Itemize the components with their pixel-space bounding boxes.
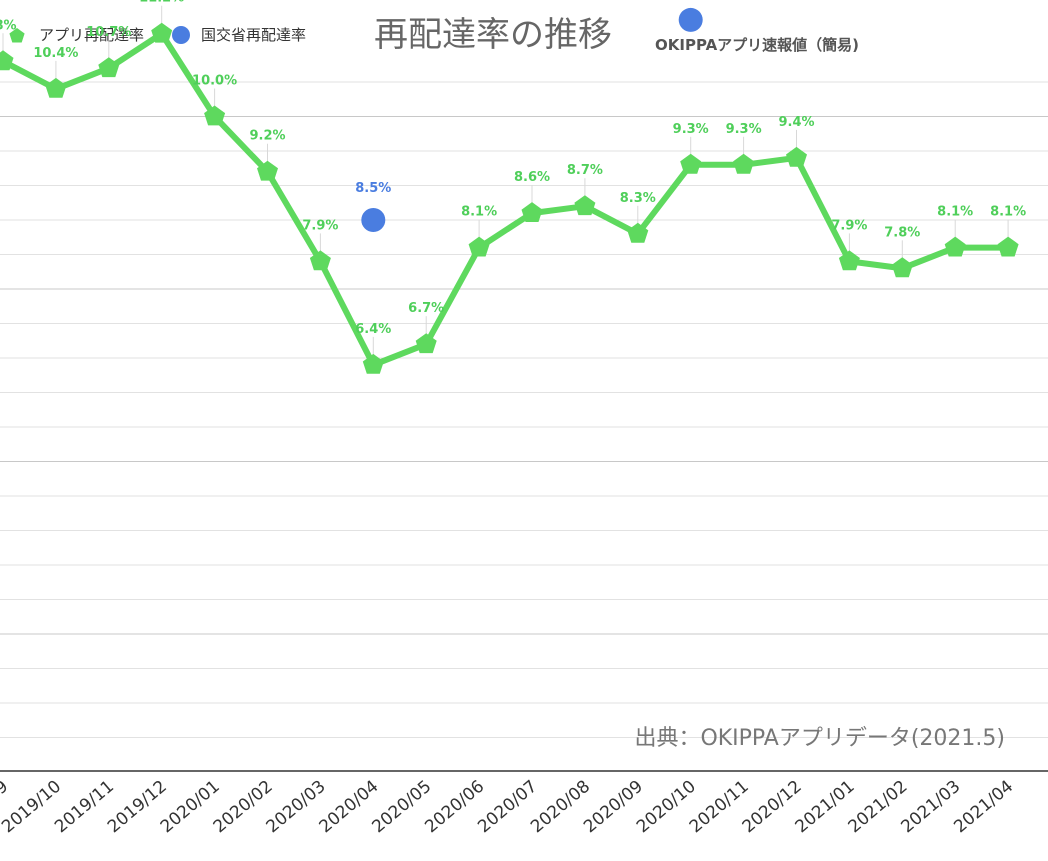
data-point-pentagon	[0, 50, 14, 71]
data-label: 10.4%	[33, 46, 78, 61]
x-tick-label: 9	[0, 777, 12, 799]
x-tick-label: 2021/04	[950, 777, 1017, 838]
data-label: 10.0%	[192, 74, 237, 89]
data-point-pentagon	[733, 153, 755, 174]
data-point-pentagon	[309, 250, 331, 271]
data-label: 6.4%	[355, 322, 391, 337]
data-point-pentagon	[415, 333, 437, 354]
chart-title: 再配達率の推移	[374, 15, 612, 55]
data-point-pentagon	[838, 250, 860, 271]
data-point-pentagon	[45, 77, 67, 98]
data-label: 9.3%	[726, 122, 762, 137]
data-label: 9.4%	[778, 115, 814, 130]
data-point-pentagon	[151, 22, 173, 43]
data-label: 8.5%	[355, 181, 391, 196]
data-label: .8%	[0, 18, 17, 33]
series-mlit-redelivery: 15.0%8.5%11.4%	[355, 7, 703, 232]
legend-pentagon-icon	[9, 28, 25, 43]
series-line-path	[1, 30, 1009, 368]
grid-lines	[0, 81, 1048, 738]
data-point-pentagon	[680, 153, 702, 174]
data-point-pentagon	[944, 236, 966, 257]
data-point-pentagon	[627, 222, 649, 243]
x-axis-ticks: 92019/102019/112019/122020/012020/022020…	[0, 777, 1017, 838]
legend-circle-icon	[172, 26, 190, 44]
data-point-circle	[361, 208, 386, 232]
data-label: 7.9%	[302, 218, 338, 233]
data-point-pentagon	[204, 105, 226, 126]
data-label: 6.7%	[408, 301, 444, 316]
data-label: 8.6%	[514, 170, 550, 185]
data-point-circle	[678, 7, 703, 32]
data-label: 8.3%	[620, 191, 656, 206]
data-point-pentagon	[362, 353, 384, 374]
data-label: 8.7%	[567, 163, 603, 178]
legend-label-mlit: 国交省再配達率	[201, 26, 306, 44]
data-label: 11.2%	[139, 0, 184, 6]
data-label: 10.7%	[86, 25, 131, 40]
chart-subtitle: OKIPPAアプリ速報値（簡易)	[655, 36, 859, 54]
data-label: 7.9%	[831, 218, 867, 233]
data-point-pentagon	[574, 195, 596, 216]
source-note: 出典：OKIPPAアプリデータ(2021.5)	[634, 726, 1005, 751]
data-point-pentagon	[257, 160, 278, 181]
data-point-pentagon	[98, 57, 120, 78]
legend-label-app: アプリ再配達率	[39, 26, 144, 44]
data-point-pentagon	[997, 236, 1019, 257]
data-label: 8.1%	[990, 205, 1026, 220]
data-label: 9.2%	[249, 129, 285, 144]
data-label: 8.1%	[937, 205, 973, 220]
data-point-pentagon	[468, 236, 490, 257]
data-point-pentagon	[891, 257, 913, 278]
data-label: 8.1%	[461, 205, 497, 220]
legend: アプリ再配達率 国交省再配達率	[9, 26, 306, 44]
series-app-redelivery: .8% 10.4% 10.7% 11.2% 10.0% 9.2% 7.9% 6.4% 6.7% 8…	[0, 0, 1026, 374]
data-point-pentagon	[786, 146, 807, 167]
data-label: 7.8%	[884, 225, 920, 240]
data-point-pentagon	[521, 202, 543, 222]
data-label: 9.3%	[673, 122, 709, 137]
